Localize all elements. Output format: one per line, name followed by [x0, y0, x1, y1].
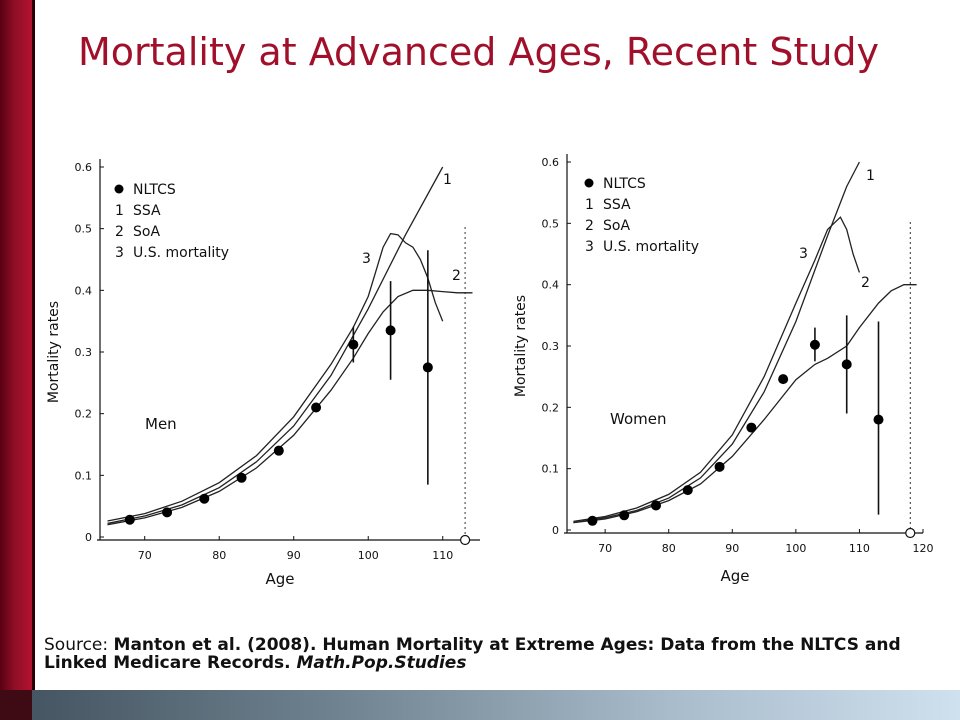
bottom-gradient-bar [0, 690, 960, 720]
data-point [385, 325, 396, 336]
legend-marker: 1 [585, 197, 594, 213]
y-tick-label: 0.6 [75, 161, 93, 174]
slide-title: Mortality at Advanced Ages, Recent Study [78, 30, 880, 74]
y-tick-label: 0.2 [75, 408, 93, 421]
legend-marker: 3 [115, 245, 124, 261]
legend-label: SSA [133, 203, 161, 219]
y-tick-label: 0 [85, 531, 92, 544]
series-line-2 [107, 289, 473, 526]
data-point [651, 500, 661, 511]
open-marker [905, 527, 916, 539]
data-point [746, 422, 757, 433]
series-label-1: 1 [443, 172, 452, 188]
series-label-2: 2 [452, 268, 461, 284]
data-point [714, 461, 725, 472]
source-journal: Math.Pop.Studies [296, 653, 467, 673]
legend-marker: 3 [585, 239, 594, 255]
x-tick-label: 80 [662, 542, 676, 555]
data-point [778, 374, 789, 385]
data-point [348, 339, 359, 350]
series-label-1: 1 [866, 168, 875, 184]
x-tick-label: 70 [598, 542, 612, 555]
y-tick-label: 0.3 [75, 346, 93, 359]
y-tick-label: 0.3 [542, 340, 560, 353]
legend-label: SSA [603, 197, 631, 213]
y-tick-label: 0.1 [75, 469, 93, 482]
legend-label: U.S. mortality [133, 245, 229, 261]
chart-panel-1: 0 0.1 0.2 0.3 0.4 0.5 0.6 70 80 90 100 110 Age Mortal… [46, 159, 480, 588]
y-tick-label: 0.5 [542, 217, 560, 230]
series-line-2 [573, 284, 917, 524]
panel-label: Men [145, 415, 177, 433]
x-tick-label: 100 [358, 549, 379, 562]
series-line-3 [107, 232, 444, 522]
legend-label: SoA [133, 224, 160, 240]
legend-marker [114, 184, 124, 194]
y-tick-label: 0.2 [542, 401, 560, 414]
data-point [199, 493, 210, 504]
data-point [236, 472, 247, 483]
bottom-bar-corner [0, 690, 32, 720]
left-accent-bar-edge [32, 0, 35, 720]
y-axis-label: Mortality rates [46, 301, 62, 403]
mortality-charts: 00.10.20.30.40.50.670 80 90 100 110AgeMortal… [46, 154, 934, 588]
data-point [587, 515, 598, 526]
x-tick-label: 90 [725, 542, 739, 555]
source-prefix: Source: [44, 635, 114, 655]
legend-label: U.S. mortality [603, 239, 699, 255]
y-tick-label: 0.5 [75, 223, 93, 236]
legend-label: NLTCS [133, 182, 176, 198]
y-axis-label: Mortality rates [513, 295, 529, 397]
source-body: Manton et al. (2008). Human Mortality at… [44, 635, 901, 673]
series-label-2: 2 [861, 275, 870, 291]
data-point [809, 339, 820, 350]
x-tick-label: 90 [287, 549, 301, 562]
y-tick-label: 0.1 [542, 463, 560, 476]
data-point [873, 414, 884, 425]
panel-label: Women [610, 410, 666, 428]
legend-marker: 2 [585, 218, 594, 234]
left-accent-bar [0, 0, 32, 720]
series-line-1 [107, 166, 444, 525]
y-tick-label: 0.4 [542, 279, 560, 292]
x-tick-label: 110 [432, 549, 453, 562]
legend-label: SoA [603, 218, 630, 234]
data-point [162, 507, 173, 518]
data-point [273, 445, 284, 456]
series-label-3: 3 [362, 251, 371, 267]
series-label-3: 3 [799, 246, 808, 262]
legend-marker [584, 178, 594, 188]
chart-panel-2: 0 0.1 0.2 0.3 0.4 0.5 0.6 70 80 90 100 110 120 Age Mor… [513, 154, 934, 585]
legend-marker: 1 [115, 203, 124, 219]
data-point [124, 514, 135, 525]
data-point [311, 402, 322, 413]
x-axis-label: Age [720, 567, 749, 585]
y-tick-label: 0 [552, 524, 559, 537]
series-line-3 [573, 216, 861, 523]
x-tick-label: 70 [138, 549, 152, 562]
data-point [682, 485, 693, 496]
source-citation: Source: Manton et al. (2008). Human Mort… [44, 636, 944, 672]
x-tick-label: 80 [212, 549, 226, 562]
chart-area: 0 0.1 0.2 0.3 0.4 0.5 0.6 70 80 90 100 110 Age Mortal… [35, 127, 960, 602]
data-point [422, 362, 433, 373]
legend-marker: 2 [115, 224, 124, 240]
x-tick-label: 110 [849, 542, 870, 555]
data-point [619, 510, 630, 521]
y-tick-label: 0.6 [542, 156, 560, 169]
legend-label: NLTCS [603, 176, 646, 192]
x-tick-label: 120 [913, 542, 934, 555]
y-tick-label: 0.4 [75, 284, 93, 297]
open-marker [459, 534, 471, 546]
x-tick-label: 100 [785, 542, 806, 555]
data-point [841, 359, 852, 370]
x-axis-label: Age [265, 570, 294, 588]
